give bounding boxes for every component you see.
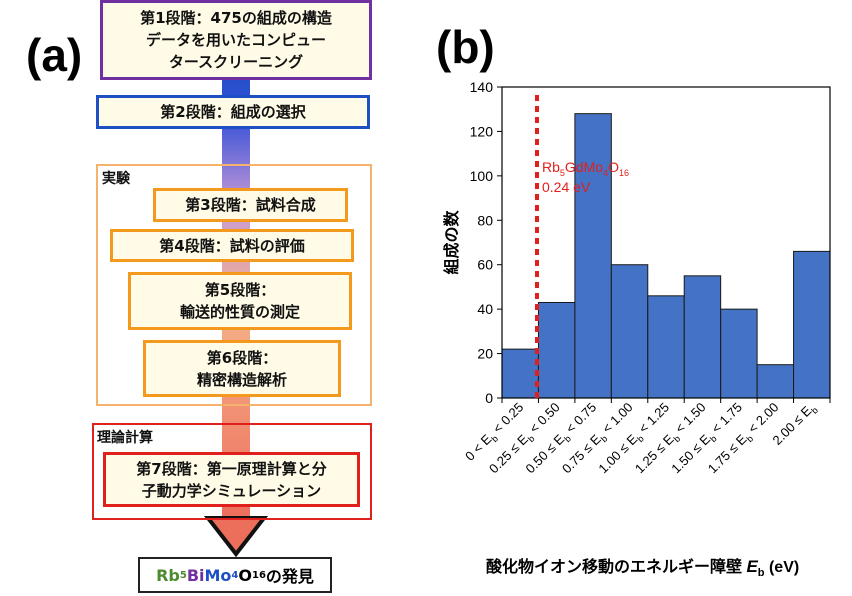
bar <box>683 275 722 399</box>
x-axis-label: 酸化物イオン移動のエネルギー障壁 Eb (eV) <box>486 557 799 579</box>
bar <box>720 308 758 399</box>
result-mo-sub: 4 <box>231 569 239 581</box>
y-tick-label: 120 <box>470 123 494 139</box>
step-6-box: 第6段階： 精密構造解析 <box>143 340 341 397</box>
result-rb-sub: 5 <box>179 569 187 581</box>
bar <box>610 264 649 399</box>
bar <box>756 364 795 399</box>
bar <box>793 250 831 399</box>
step-5-box: 第5段階： 輸送的性質の測定 <box>128 272 352 330</box>
y-tick-label: 100 <box>470 168 494 184</box>
y-tick-label: 60 <box>477 257 493 273</box>
y-tick-label: 0 <box>485 390 493 406</box>
y-tick-label: 40 <box>477 301 493 317</box>
step-4-box: 第4段階：試料の評価 <box>110 229 354 262</box>
step-7-box: 第7段階：第一原理計算と分 子動力学シミュレーション <box>103 452 360 507</box>
bar <box>501 348 539 399</box>
step-1-box: 第1段階：475の組成の構造 データを用いたコンピュー タースクリーニング <box>100 0 372 80</box>
step-2-box: 第2段階：組成の選択 <box>96 95 370 129</box>
panel-a-label: (a) <box>26 29 83 81</box>
result-rb: Rb <box>156 565 180 585</box>
result-bi: Bi <box>186 565 205 585</box>
result-box: Rb 5 Bi Mo 4 O 16 の発見 <box>138 557 332 593</box>
bar <box>647 295 685 399</box>
theory-label: 理論計算 <box>97 430 153 446</box>
step-3-box: 第3段階：試料合成 <box>153 188 348 222</box>
bar <box>537 301 576 399</box>
result-o: O <box>238 565 252 585</box>
result-mo: Mo <box>204 565 232 585</box>
bar <box>574 113 612 399</box>
y-tick-label: 20 <box>477 346 493 362</box>
annotation-formula: Rb5GdMo4O16 <box>542 159 629 178</box>
result-o-sub: 16 <box>252 569 266 581</box>
annotation-value: 0.24 eV <box>542 179 591 195</box>
result-suffix: の発見 <box>265 567 314 586</box>
experiment-group <box>96 164 372 406</box>
y-axis-label: 組成の数 <box>442 210 461 275</box>
panel-b-label: (b) <box>436 21 495 73</box>
theory-group <box>92 423 372 520</box>
experiment-label: 実験 <box>102 171 130 187</box>
plot-frame <box>501 86 831 399</box>
y-tick-label: 140 <box>470 79 494 95</box>
y-tick-label: 80 <box>477 212 493 228</box>
